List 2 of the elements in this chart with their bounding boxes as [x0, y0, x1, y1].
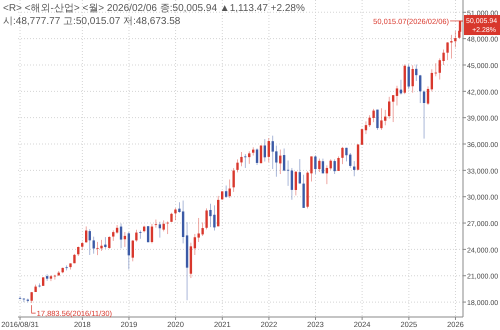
chart-title: <R> <해외-산업> <월> 2026/02/06 종:50,005.94 ▲1,113.47 +2.28%: [3, 3, 305, 14]
text: 시:48,777.77 고:50,015.07 저:48,673.58: [3, 16, 181, 27]
